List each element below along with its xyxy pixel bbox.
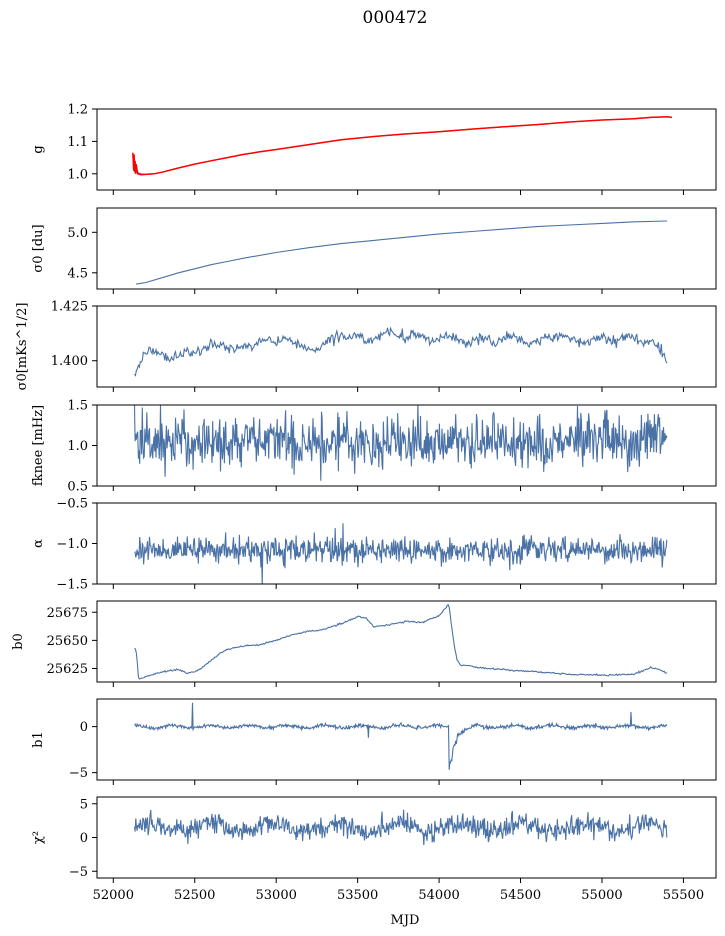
series-line-data (134, 702, 668, 770)
x-tick-label: 55000 (581, 888, 622, 903)
subplot-2: 4.5 5.0 σ0 [du] (31, 207, 717, 294)
y-axis-label: b0 (11, 633, 26, 650)
y-tick-label: 1.2 (67, 103, 88, 118)
y-tick-label: 1.5 (67, 399, 88, 414)
subplot-6: 25625 25650 25675 b0 (11, 600, 717, 687)
y-axis-label: α (31, 539, 46, 548)
y-tick-label: 5.0 (67, 226, 88, 241)
subplot-stack: 1.0 1.1 1.2 g 4.5 5.0 σ0 [du] 1.400 1.425 σ0[mKs^… (11, 103, 717, 903)
axes-frame (96, 796, 717, 879)
y-tick-label: −0.5 (56, 497, 88, 512)
figure-title: 000472 (363, 8, 428, 28)
subplot-8: −5 0 5 52000 52500 53000 53500 54000 54500 55000 5… (31, 796, 717, 903)
x-tick-label: 53500 (337, 888, 378, 903)
x-tick-label: 54000 (418, 888, 459, 903)
series-line-data (134, 523, 668, 584)
series-line-data (136, 220, 668, 285)
series-line-data (133, 809, 668, 846)
y-tick-label: 5 (80, 797, 88, 812)
y-tick-label: 1.1 (67, 135, 88, 150)
y-tick-label: 0.5 (67, 480, 88, 495)
y-tick-label: 1.0 (67, 439, 88, 454)
x-tick-label: 52000 (93, 888, 134, 903)
x-tick-label: 53000 (256, 888, 297, 903)
x-tick-label: 52500 (174, 888, 215, 903)
y-tick-label: 25675 (47, 606, 88, 621)
y-tick-label: 1.425 (51, 300, 88, 315)
subplot-7: −5 0 b1 (31, 698, 717, 785)
series-line-data (134, 116, 668, 175)
y-axis-label: b1 (31, 731, 46, 748)
y-axis-label: χ² (31, 831, 46, 844)
axes-frame (96, 502, 717, 585)
axes-frame (96, 108, 717, 191)
y-tick-label: −1.0 (56, 537, 88, 552)
y-tick-label: 1.0 (67, 167, 88, 182)
axes-frame (96, 404, 717, 487)
axes-frame (96, 600, 717, 683)
y-tick-label: 0 (80, 831, 88, 846)
y-tick-label: 4.5 (67, 266, 88, 281)
y-axis-label: σ0 [du] (31, 224, 46, 272)
x-axis-label: MJD (391, 913, 420, 928)
subplot-5: −1.5 −1.0 −0.5 α (31, 497, 717, 593)
y-tick-label: −5 (69, 766, 88, 781)
series-line-fit (132, 116, 673, 176)
axes-frame (96, 305, 717, 388)
y-tick-label: 25650 (47, 634, 88, 649)
subplot-4: 0.5 1.0 1.5 fknee [mHz] (31, 399, 717, 495)
x-tick-label: 54500 (500, 888, 541, 903)
y-axis-label: σ0[mKs^1/2] (15, 303, 30, 391)
y-tick-label: 1.400 (51, 354, 88, 369)
y-axis-label: fknee [mHz] (31, 405, 46, 486)
y-tick-label: 25625 (47, 662, 88, 677)
axes-frame (96, 698, 717, 781)
y-tick-label: 0 (80, 720, 88, 735)
series-line-data (134, 604, 668, 680)
series-line-data (133, 405, 668, 481)
subplot-3: 1.400 1.425 σ0[mKs^1/2] (15, 300, 717, 392)
y-axis-label: g (31, 145, 46, 153)
y-tick-label: −5 (69, 865, 88, 880)
series-line-data (134, 326, 668, 377)
axes-frame (96, 207, 717, 290)
y-tick-label: −1.5 (56, 578, 88, 593)
x-tick-label: 55500 (663, 888, 704, 903)
subplot-1: 1.0 1.1 1.2 g (31, 103, 717, 195)
